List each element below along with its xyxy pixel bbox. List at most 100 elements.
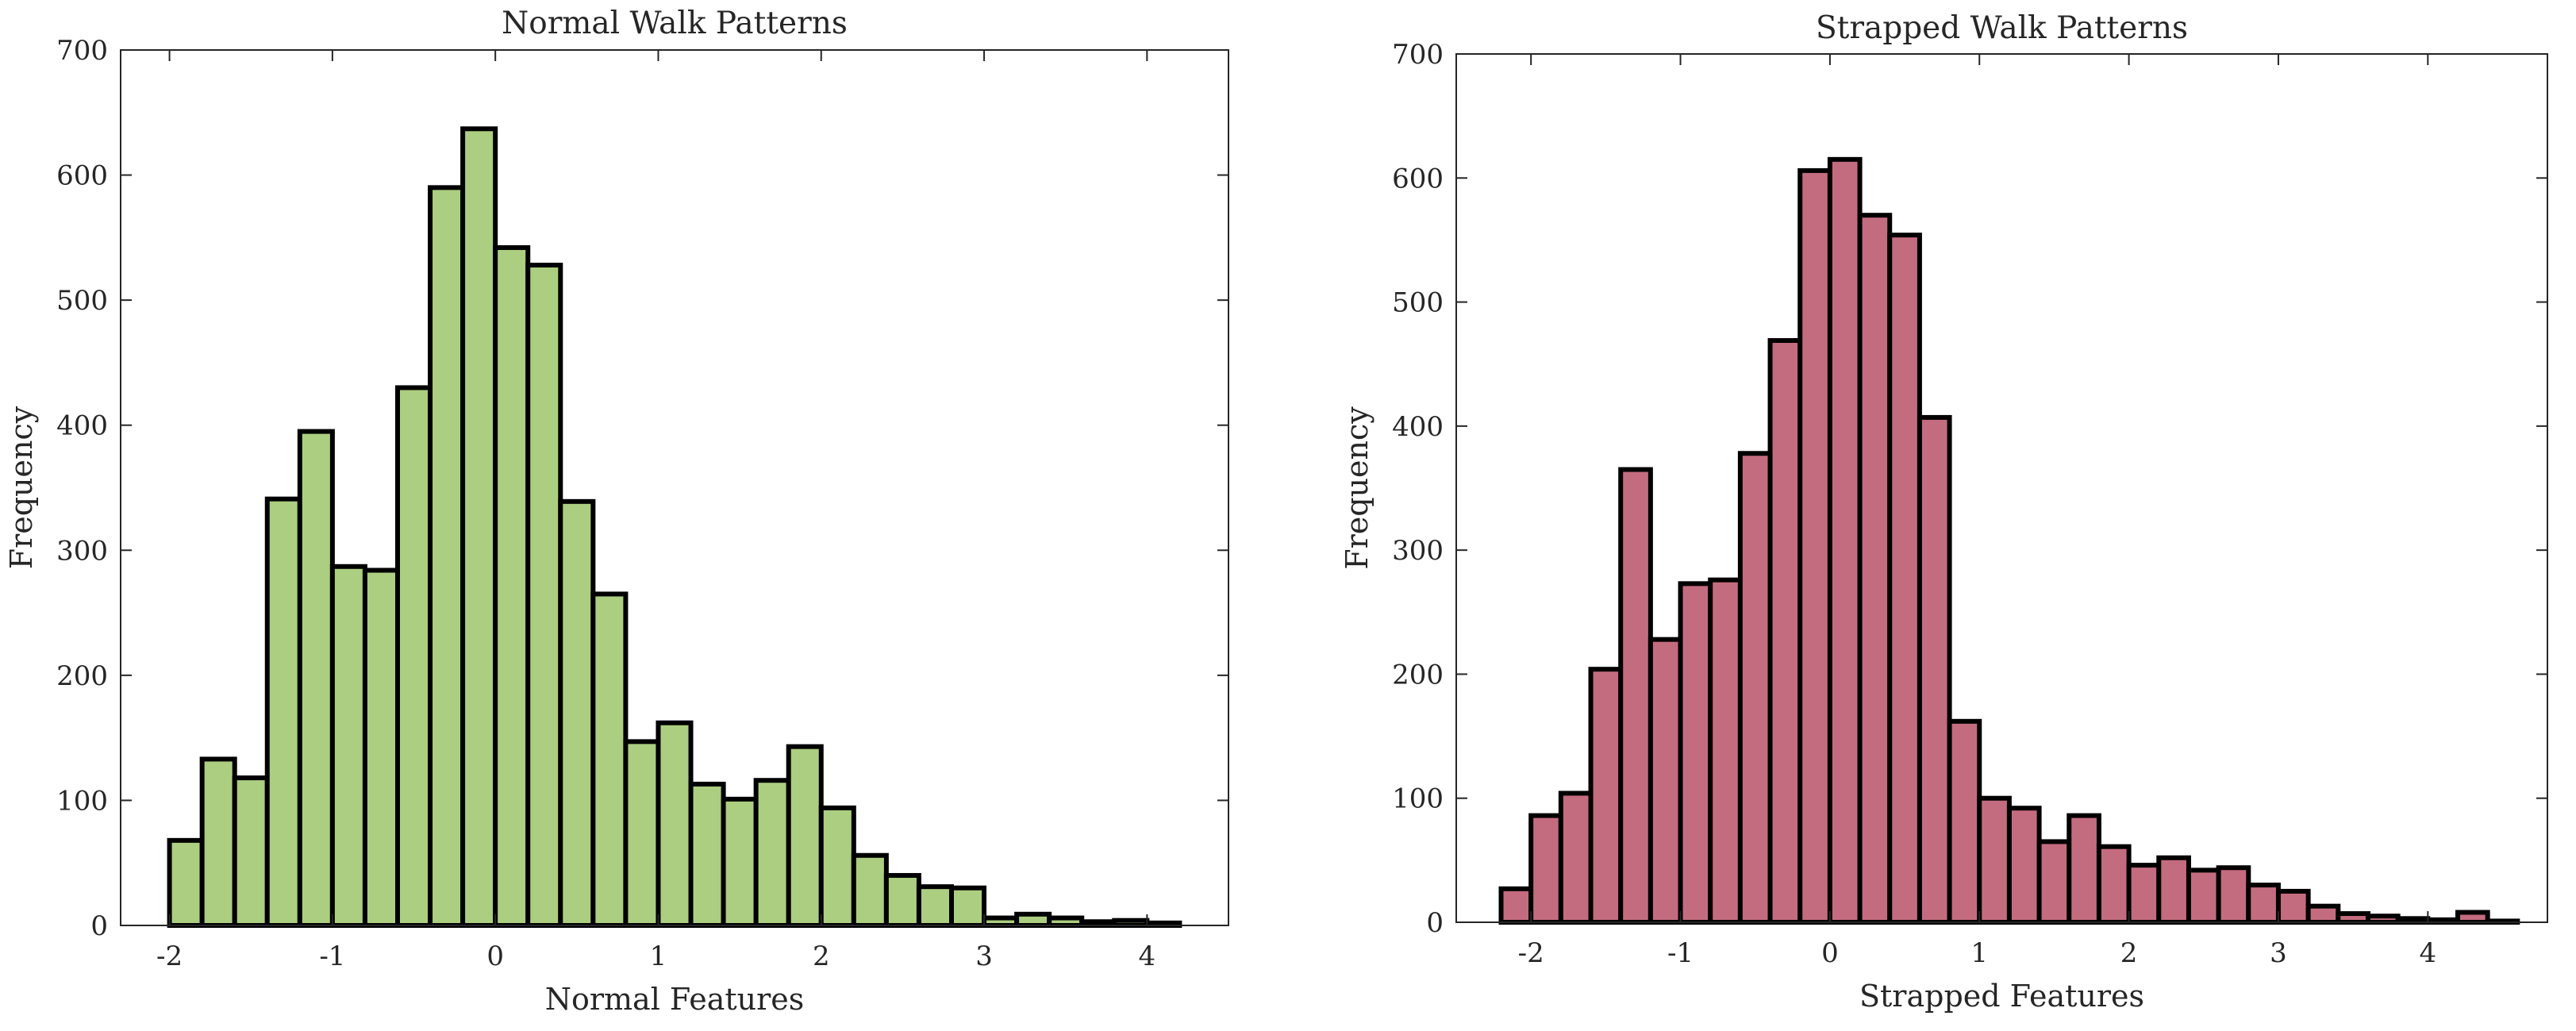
histogram-bar: [460, 126, 498, 928]
histogram-bar: [949, 885, 987, 928]
histogram-bar: [297, 429, 335, 928]
histogram-bar: [851, 852, 889, 929]
histogram-bar: [2036, 839, 2072, 925]
histogram-bar: [1014, 911, 1052, 929]
histogram-bar: [2216, 865, 2251, 925]
ticks-group: -2 -1 0 1 2 3 4 0 100 200 300 400 500 600 700: [1392, 39, 2547, 969]
histogram-bar: [1618, 467, 1653, 925]
histogram-bar: [329, 564, 367, 929]
y-tick-label: 600: [56, 160, 108, 192]
y-axis-label: Frequency: [4, 406, 39, 569]
histogram-bar: [1767, 338, 1803, 925]
normal-walk-histogram: -2 -1 0 1 2 3 4 0 100 200 300 400 500 600 700 Normal W…: [4, 6, 1229, 1017]
bars-group: [167, 126, 1182, 929]
chart-title: Strapped Walk Patterns: [1816, 10, 2188, 46]
histogram-bar: [1857, 213, 1893, 925]
y-tick-label: 500: [1392, 287, 1444, 319]
histogram-bar: [1588, 667, 1624, 925]
histogram-bar: [493, 244, 531, 929]
ticks-group: -2 -1 0 1 2 3 4 0 100 200 300 400 500 600 700: [56, 35, 1228, 972]
histogram-bar: [623, 739, 661, 928]
x-tick-label: 0: [1821, 937, 1839, 969]
y-tick-label: 700: [56, 35, 108, 67]
histogram-bar: [1887, 233, 1922, 925]
histogram-bar: [656, 720, 694, 929]
histogram-bar: [883, 872, 921, 929]
histogram-bar: [2096, 844, 2132, 925]
x-tick-label: 2: [2120, 937, 2138, 969]
bars-group: [1498, 156, 2520, 925]
y-axis-label: Frequency: [1340, 406, 1375, 570]
histogram-bar: [1498, 886, 1534, 925]
histogram-bar: [590, 591, 629, 929]
histogram-bar: [2275, 888, 2311, 925]
histogram-bar: [1678, 581, 1713, 925]
histogram-bar: [2305, 903, 2341, 925]
histogram-bar: [2006, 806, 2042, 925]
histogram-bar: [1047, 915, 1085, 928]
x-tick-label: 3: [975, 941, 993, 972]
histogram-bar: [199, 756, 237, 928]
histogram-bar: [2246, 883, 2281, 925]
histogram-bar: [688, 781, 726, 928]
histogram-bar: [232, 775, 270, 929]
y-tick-label: 700: [1392, 39, 1444, 71]
x-tick-label: 3: [2270, 937, 2287, 969]
histogram-bar: [1528, 813, 1563, 925]
plot-frame: [1455, 53, 2548, 923]
plot-frame: [120, 49, 1229, 926]
histogram-bar: [1917, 414, 1952, 925]
histogram-bar: [2186, 868, 2221, 925]
histogram-bar: [264, 496, 302, 928]
histogram-bar: [818, 805, 856, 929]
histogram-bar: [167, 837, 205, 929]
x-tick-label: 1: [650, 941, 667, 972]
chart-title: Normal Walk Patterns: [502, 6, 848, 41]
x-tick-label: -2: [156, 941, 183, 972]
histogram-bar: [2365, 914, 2401, 925]
histogram-bar: [362, 567, 400, 928]
histogram-bar: [786, 744, 824, 928]
y-tick-label: 200: [1392, 659, 1444, 691]
y-tick-label: 400: [1392, 411, 1444, 443]
histogram-bar: [721, 796, 759, 928]
histogram-bar: [1797, 167, 1832, 925]
y-tick-label: 100: [1392, 783, 1444, 815]
y-tick-label: 400: [56, 410, 108, 442]
histogram-bar: [2455, 910, 2490, 925]
histogram-bar: [916, 884, 954, 928]
y-tick-label: 200: [56, 660, 108, 692]
x-axis-label: Strapped Features: [1859, 979, 2144, 1014]
histogram-bar: [1708, 577, 1743, 925]
y-tick-label: 100: [56, 785, 108, 817]
histogram-bar: [1977, 795, 2012, 925]
histogram-bar: [2336, 911, 2370, 925]
y-tick-label: 300: [56, 535, 108, 567]
histogram-bar: [1827, 156, 1863, 925]
histogram-bar: [2126, 863, 2162, 925]
x-tick-label: 1: [1970, 937, 1988, 969]
x-tick-label: 2: [813, 941, 830, 972]
histogram-bar: [395, 385, 433, 928]
histogram-bar: [2067, 813, 2101, 925]
y-tick-label: 0: [90, 910, 108, 942]
strapped-walk-histogram: -2 -1 0 1 2 3 4 0 100 200 300 400 500 600 700 Strapped…: [1340, 10, 2548, 1014]
histogram-bar: [982, 915, 1020, 928]
histogram-bar: [1947, 718, 1982, 925]
histogram-bar: [428, 185, 466, 929]
histogram-bar: [753, 778, 791, 929]
x-tick-label: -1: [1667, 937, 1694, 969]
y-tick-label: 0: [1426, 907, 1444, 939]
x-tick-label: 4: [1139, 941, 1156, 972]
histogram-bar: [1647, 637, 1683, 925]
histogram-bar: [1558, 791, 1594, 925]
histogram-bar: [525, 263, 563, 929]
histogram-bar: [558, 498, 596, 928]
y-tick-label: 500: [56, 285, 108, 317]
histogram-bar: [1737, 451, 1773, 925]
y-tick-label: 600: [1392, 163, 1444, 194]
y-tick-label: 300: [1392, 535, 1444, 567]
x-tick-label: -1: [319, 941, 345, 972]
histogram-bar: [2156, 855, 2191, 925]
